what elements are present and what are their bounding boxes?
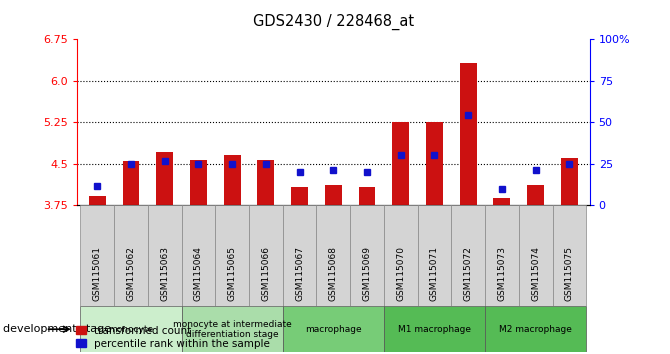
Text: GDS2430 / 228468_at: GDS2430 / 228468_at xyxy=(253,14,414,30)
Bar xyxy=(249,205,283,306)
Text: macrophage: macrophage xyxy=(305,325,362,334)
Text: GSM115069: GSM115069 xyxy=(362,246,372,301)
Bar xyxy=(182,205,215,306)
Bar xyxy=(417,205,452,306)
Bar xyxy=(452,205,485,306)
Text: GSM115061: GSM115061 xyxy=(92,246,102,301)
Bar xyxy=(257,160,274,205)
Text: GSM115073: GSM115073 xyxy=(497,246,507,301)
Bar xyxy=(350,205,384,306)
Text: GSM115063: GSM115063 xyxy=(160,246,170,301)
Bar xyxy=(224,155,241,205)
Text: development stage: development stage xyxy=(3,324,111,334)
Text: GSM115071: GSM115071 xyxy=(430,246,439,301)
Bar xyxy=(182,306,283,352)
Text: GSM115065: GSM115065 xyxy=(228,246,237,301)
Bar xyxy=(283,306,384,352)
Bar xyxy=(80,306,182,352)
Text: GSM115070: GSM115070 xyxy=(396,246,405,301)
Bar xyxy=(291,187,308,205)
Text: GSM115072: GSM115072 xyxy=(464,246,473,301)
Bar xyxy=(80,205,114,306)
Bar xyxy=(114,205,148,306)
Text: GSM115067: GSM115067 xyxy=(295,246,304,301)
Bar xyxy=(123,161,139,205)
Bar xyxy=(527,185,544,205)
Text: M2 macrophage: M2 macrophage xyxy=(499,325,572,334)
Legend: transformed count, percentile rank within the sample: transformed count, percentile rank withi… xyxy=(76,326,270,349)
Bar xyxy=(358,187,375,205)
Bar xyxy=(460,63,476,205)
Bar xyxy=(519,205,553,306)
Bar xyxy=(148,205,182,306)
Bar xyxy=(190,160,207,205)
Text: monocyte at intermediate
differentiation stage: monocyte at intermediate differentiation… xyxy=(173,320,291,339)
Bar xyxy=(316,205,350,306)
Bar xyxy=(325,185,342,205)
Bar xyxy=(283,205,316,306)
Text: GSM115066: GSM115066 xyxy=(261,246,271,301)
Text: GSM115064: GSM115064 xyxy=(194,246,203,301)
Bar xyxy=(384,205,417,306)
Bar xyxy=(494,198,511,205)
Bar xyxy=(485,205,519,306)
Bar xyxy=(426,122,443,205)
Bar xyxy=(553,205,586,306)
Bar xyxy=(561,158,578,205)
Bar xyxy=(215,205,249,306)
Text: monocyte: monocyte xyxy=(109,325,153,334)
Text: GSM115068: GSM115068 xyxy=(329,246,338,301)
Text: M1 macrophage: M1 macrophage xyxy=(398,325,471,334)
Bar xyxy=(384,306,485,352)
Text: GSM115074: GSM115074 xyxy=(531,246,540,301)
Text: GSM115075: GSM115075 xyxy=(565,246,574,301)
Bar xyxy=(89,196,106,205)
Bar xyxy=(393,122,409,205)
Text: GSM115062: GSM115062 xyxy=(127,246,135,301)
Bar xyxy=(156,152,173,205)
Bar xyxy=(485,306,586,352)
